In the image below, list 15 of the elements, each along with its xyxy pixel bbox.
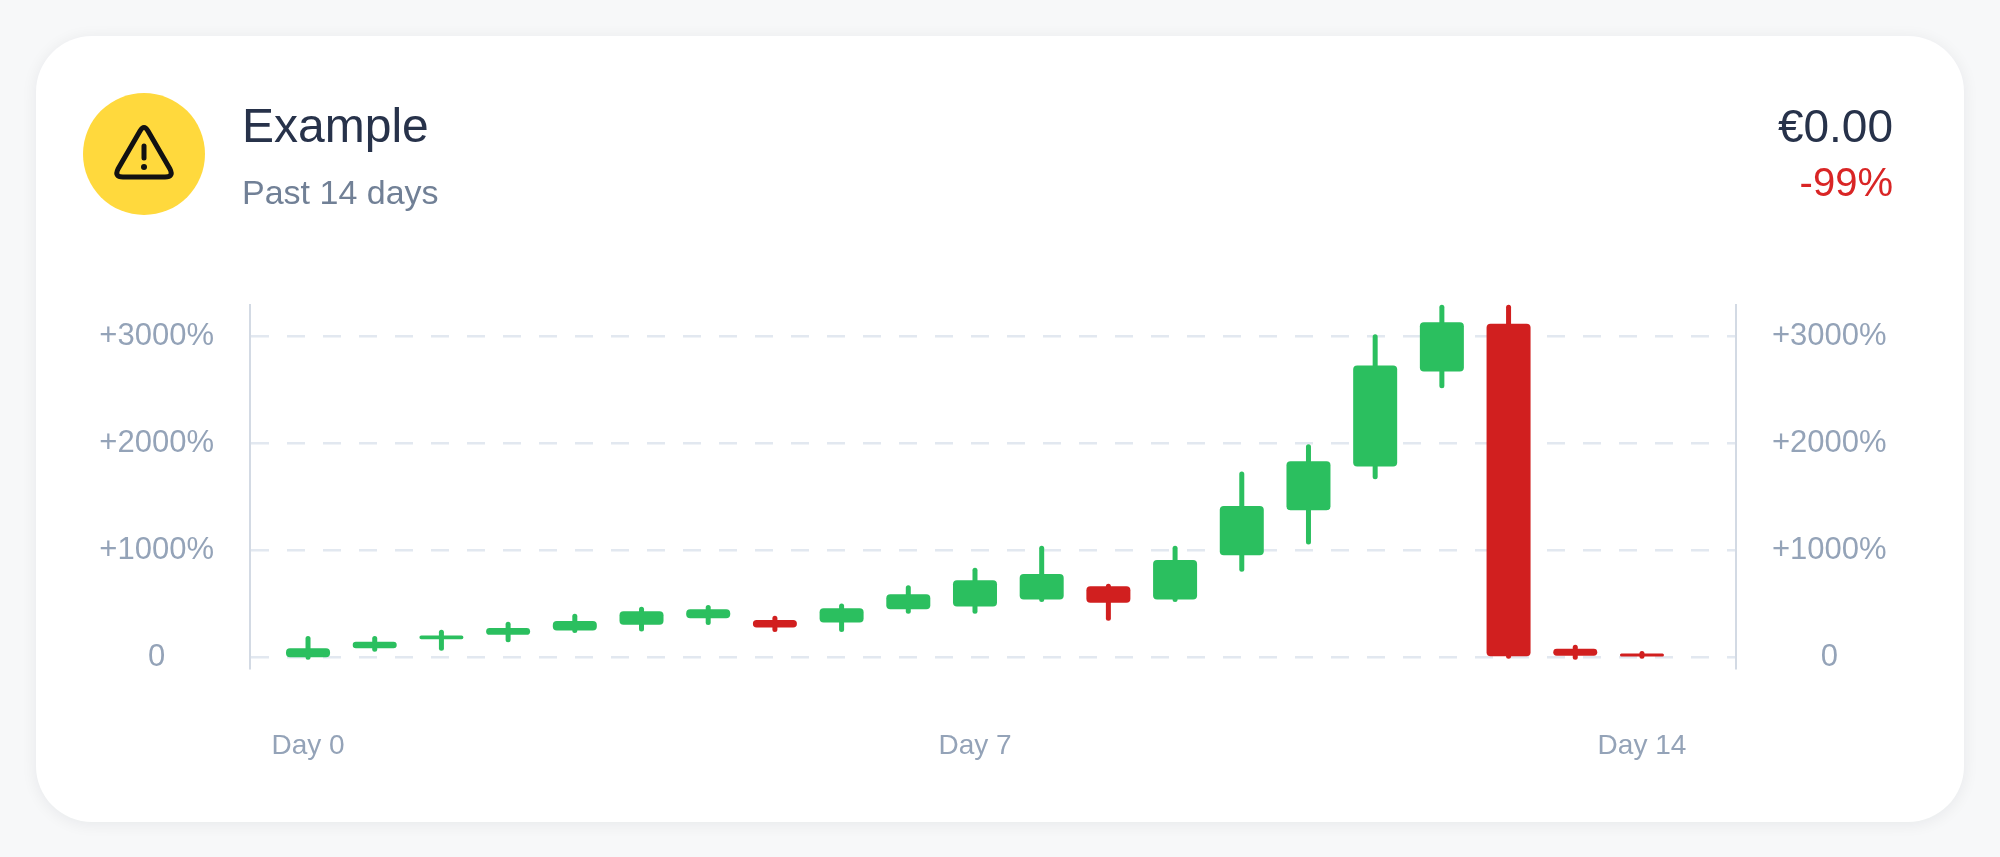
y-tick-label: +1000% [99, 530, 215, 566]
chart-title: Example [242, 99, 429, 152]
y-tick-label: +3000% [99, 317, 215, 353]
y-tick-label: +2000% [99, 424, 215, 460]
text: €0.00 [1777, 100, 1893, 152]
text: -99% [1799, 160, 1893, 204]
y2-tick-label: +2000% [1771, 424, 1887, 460]
y2-tick-label: 0 [1820, 637, 1838, 673]
y2-tick-label: +3000% [1771, 317, 1887, 353]
y2-tick-label: +1000% [1771, 530, 1887, 566]
x-tick-label: Day 7 [938, 728, 1012, 760]
chart-subtitle: Past 14 days [242, 173, 439, 211]
y-tick-label: 0 [148, 637, 166, 673]
x-tick-label: Day 0 [271, 728, 345, 760]
x-tick-label: Day 14 [1597, 728, 1687, 760]
